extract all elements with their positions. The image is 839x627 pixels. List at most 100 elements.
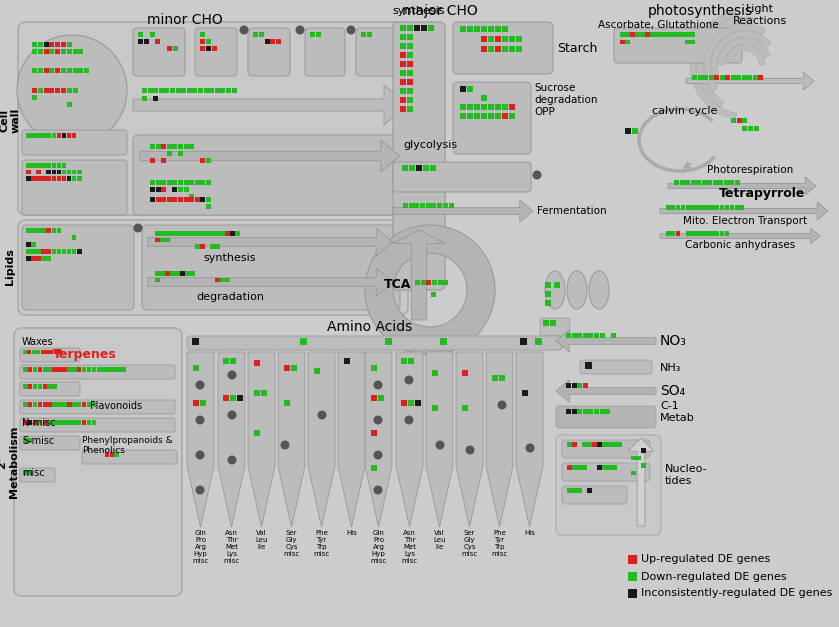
Bar (620, 32, 624, 36)
Bar (400, 70, 406, 76)
FancyBboxPatch shape (133, 28, 185, 76)
Bar (84, 68, 89, 73)
Bar (206, 39, 211, 44)
Circle shape (347, 26, 356, 34)
Bar (408, 400, 414, 406)
Bar (50, 49, 55, 54)
Bar (36, 256, 41, 260)
FancyBboxPatch shape (20, 400, 175, 414)
Bar (167, 197, 172, 202)
Circle shape (239, 26, 248, 34)
Bar (206, 180, 211, 185)
Bar (159, 88, 164, 93)
Bar (51, 163, 56, 167)
Bar (572, 442, 576, 446)
Bar (254, 430, 260, 436)
Bar (200, 231, 205, 236)
Bar (32, 95, 37, 100)
Bar (230, 231, 234, 236)
Wedge shape (697, 17, 753, 107)
Bar (371, 430, 377, 436)
Bar (407, 25, 413, 31)
Bar (215, 244, 220, 248)
Circle shape (195, 416, 205, 424)
Bar (161, 144, 166, 149)
Bar (178, 187, 183, 192)
Bar (52, 384, 57, 389)
Bar (73, 88, 77, 93)
Bar (385, 338, 392, 345)
Bar (155, 271, 159, 275)
Bar (143, 39, 149, 44)
Polygon shape (248, 352, 275, 527)
Polygon shape (393, 200, 533, 222)
Bar (187, 88, 192, 93)
Bar (78, 68, 83, 73)
FancyBboxPatch shape (248, 28, 290, 76)
Bar (81, 367, 86, 372)
Bar (602, 442, 607, 446)
Text: Phe
Tyr
Trp
misc: Phe Tyr Trp misc (314, 530, 330, 557)
Polygon shape (140, 140, 400, 172)
Bar (67, 102, 72, 107)
Text: synthesis: synthesis (204, 253, 256, 263)
Bar (201, 197, 206, 202)
Polygon shape (516, 352, 543, 527)
Bar (431, 292, 436, 297)
Bar (488, 36, 494, 42)
FancyBboxPatch shape (580, 360, 652, 374)
Bar (636, 455, 640, 460)
Circle shape (498, 401, 507, 409)
Bar (44, 88, 49, 93)
Bar (734, 180, 739, 185)
Bar (154, 96, 159, 101)
Bar (198, 88, 203, 93)
Bar (26, 176, 30, 181)
Bar (481, 46, 487, 52)
Text: Waxes: Waxes (22, 337, 54, 347)
Bar (41, 249, 46, 253)
Bar (32, 49, 37, 54)
Bar (703, 75, 708, 80)
Polygon shape (396, 352, 423, 527)
Bar (748, 126, 753, 131)
Bar (56, 249, 61, 253)
Bar (594, 409, 599, 414)
Bar (753, 75, 758, 80)
Bar (415, 400, 421, 406)
Bar (67, 169, 71, 174)
Bar (33, 367, 37, 372)
Bar (344, 358, 350, 364)
Bar (696, 231, 700, 236)
Bar (371, 395, 377, 401)
Bar (361, 32, 366, 37)
Bar (225, 231, 230, 236)
Bar (121, 367, 126, 372)
Bar (28, 470, 33, 475)
Bar (625, 128, 631, 134)
Bar (594, 333, 599, 338)
Bar (31, 133, 35, 137)
Bar (495, 36, 501, 42)
Text: His: His (524, 530, 535, 536)
Polygon shape (426, 352, 453, 527)
Bar (488, 113, 494, 119)
Bar (571, 383, 576, 388)
Bar (77, 249, 81, 253)
FancyBboxPatch shape (556, 435, 661, 535)
Bar (33, 384, 37, 389)
Text: Mito. Electron Transport: Mito. Electron Transport (683, 216, 807, 226)
Bar (300, 338, 307, 345)
Bar (718, 180, 723, 185)
Bar (701, 205, 705, 209)
Bar (660, 32, 664, 36)
Bar (192, 338, 199, 345)
Bar (206, 46, 211, 51)
Bar (690, 231, 695, 236)
Bar (400, 52, 406, 58)
Bar (378, 395, 384, 401)
Bar (155, 278, 159, 282)
Bar (46, 256, 51, 260)
FancyBboxPatch shape (142, 225, 400, 310)
Bar (155, 144, 160, 149)
